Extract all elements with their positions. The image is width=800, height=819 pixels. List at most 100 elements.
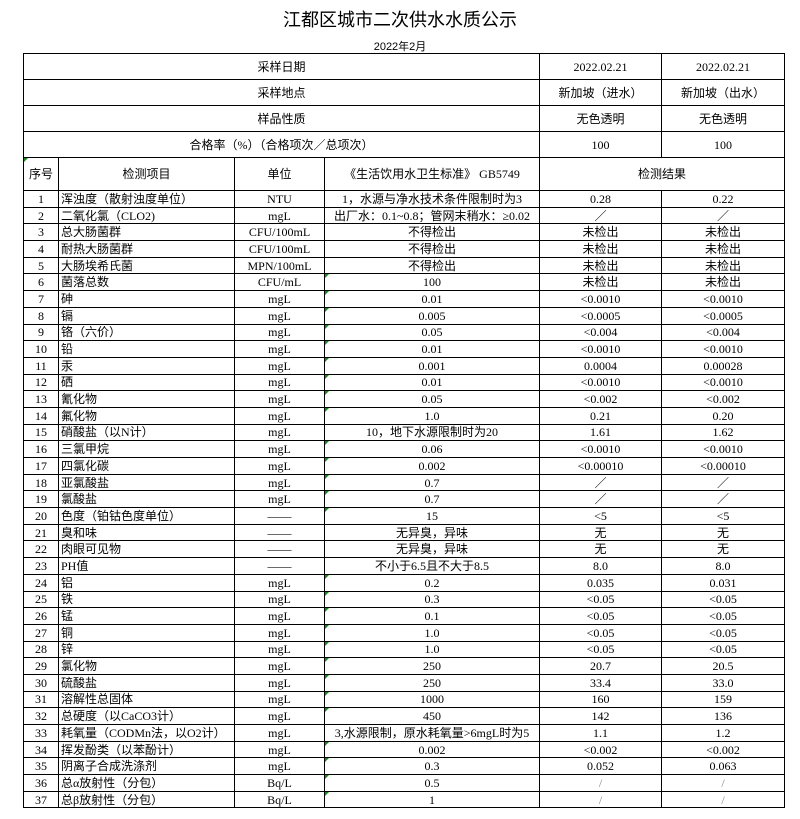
standard-cell: 0.2 (323, 573, 541, 592)
standard-cell: 0.01 (323, 373, 541, 392)
table-row: 37 总β放射性（分包） Bq/L 1// (23, 790, 786, 809)
seq-cell: 33 (23, 724, 59, 742)
table-row: 33 耗氧量（CODMn法，以O2计） mgL 3,水源限制，原水耗氧量>6mgL时为… (23, 724, 786, 742)
seq-cell: 22 (23, 540, 59, 559)
standard-cell: 0.7 (323, 490, 541, 509)
result-outlet-cell: ／ (661, 206, 786, 225)
result-inlet-cell: <0.0010 (539, 290, 663, 308)
table-row: 5 大肠埃希氏菌 MPN/100mL 不得检出 未检出 未检出 (23, 256, 786, 275)
unit-cell: MPN/100mL (234, 256, 325, 275)
result-outlet-cell: <0.0010 (661, 290, 786, 308)
seq-cell: 26 (23, 607, 59, 625)
unit-cell: mgL (234, 690, 325, 709)
item-cell: 锌 (58, 640, 235, 659)
table-row: 10 铅 mgL 0.01 <0.0010 <0.0010 (23, 340, 786, 358)
table-row: 2 二氧化氯（CLO2) mgL 出厂水：0.1~0.8；管网末稍水：≥0.02 ／／ (23, 206, 786, 225)
standard-cell: 250 (323, 673, 541, 692)
result-inlet-cell: 未检出 (539, 256, 663, 275)
seq-cell: 2 (23, 206, 59, 225)
seq-cell: 14 (23, 406, 59, 425)
seq-cell: 25 (23, 590, 59, 609)
seq-cell: 35 (23, 757, 59, 776)
unit-cell: NTU (234, 190, 325, 208)
standard-cell: 250 (323, 657, 541, 675)
result-outlet-cell: ／ (661, 490, 786, 509)
result-inlet-cell: <0.002 (539, 390, 663, 408)
item-cell: 总硬度（以CaCO3计） (58, 707, 235, 725)
seq-cell: 17 (23, 457, 59, 475)
result-outlet-cell: <0.002 (661, 390, 786, 408)
item-cell: 二氧化氯（CLO2) (58, 206, 235, 225)
result-outlet-cell: <0.05 (661, 640, 786, 659)
table-row: 36 总α放射性（分包） Bq/L 0.5// (23, 774, 786, 792)
result-outlet-cell: 8.0 (661, 557, 786, 575)
meta-label: 样品性质 (22, 105, 541, 132)
standard-cell: 0.01 (323, 340, 541, 358)
item-cell: 氟化物 (58, 406, 235, 425)
item-cell: 浑浊度（散射浊度单位） (58, 190, 235, 208)
item-cell: 铬（六价） (58, 323, 235, 342)
result-outlet-cell: / (661, 790, 786, 809)
result-outlet-cell: <0.05 (661, 590, 786, 609)
meta-label: 合格率（%）（合格项次／总项次） (22, 131, 541, 158)
column-header-row: 序号 检测项目 单位 《生活饮用水卫生标准》 GB5749 检测结果 (23, 157, 786, 191)
standard-cell: 3,水源限制，原水耗氧量>6mgL时为5 (323, 724, 541, 742)
item-cell: 铜 (58, 623, 235, 642)
table-row: 18 亚氯酸盐 mgL 0.7 ／／ (23, 473, 786, 492)
unit-cell: mgL (234, 607, 325, 625)
item-cell: 铁 (58, 590, 235, 609)
result-outlet-cell: <0.00010 (661, 457, 786, 475)
standard-cell: 15 (323, 507, 541, 525)
result-outlet-cell: 0.031 (661, 573, 786, 592)
result-inlet-cell: 无 (539, 523, 663, 542)
result-outlet-cell: 1.2 (661, 724, 786, 742)
result-inlet-cell: ／ (539, 206, 663, 225)
result-inlet-cell: 无 (539, 540, 663, 559)
result-inlet-cell: 0.052 (539, 757, 663, 776)
report-month: 2022年2月 (373, 41, 427, 53)
seq-cell: 30 (23, 673, 59, 692)
result-inlet-cell: 142 (539, 707, 663, 725)
unit-cell: —— (234, 540, 325, 559)
item-cell: 耗氧量（CODMn法，以O2计） (58, 724, 235, 742)
result-inlet-cell: <0.0010 (539, 440, 663, 458)
meta-row-pass-rate: 合格率（%）（合格项次／总项次） 100 100 (22, 131, 786, 158)
unit-cell: CFU/mL (234, 273, 325, 292)
item-cell: 总α放射性（分包） (58, 774, 235, 792)
result-inlet-cell: <0.0010 (539, 373, 663, 392)
seq-cell: 15 (23, 423, 59, 442)
result-outlet-cell: <0.002 (661, 740, 786, 759)
table-row: 20 色度（铂钴色度单位） —— 15 <5 <5 (23, 507, 786, 525)
result-outlet-cell: <0.0010 (661, 440, 786, 458)
unit-cell: mgL (234, 457, 325, 475)
result-inlet-cell: 0.28 (539, 190, 663, 208)
item-cell: 铅 (58, 340, 235, 358)
header-standard: 《生活饮用水卫生标准》 GB5749 (323, 157, 541, 191)
meta-value: 新加坡（出水） (661, 79, 786, 106)
result-inlet-cell: 20.7 (539, 657, 663, 675)
unit-cell: mgL (234, 490, 325, 509)
table-row: 13 氰化物 mgL 0.05 <0.002 <0.002 (23, 390, 786, 408)
item-cell: 镉 (58, 306, 235, 325)
unit-cell: CFU/100mL (234, 240, 325, 258)
result-inlet-cell: <0.002 (539, 740, 663, 759)
meta-label: 采样日期 (22, 53, 541, 80)
standard-cell: 0.05 (323, 323, 541, 342)
unit-cell: mgL (234, 390, 325, 408)
result-outlet-cell: 无 (661, 523, 786, 542)
result-outlet-cell: 0.00028 (661, 356, 786, 375)
item-cell: 臭和味 (58, 523, 235, 542)
standard-cell: 无异臭，异味 (323, 540, 541, 559)
unit-cell: mgL (234, 724, 325, 742)
table-row: 31 溶解性总固体 mgL 1000 160 159 (23, 690, 786, 709)
unit-cell: mgL (234, 440, 325, 458)
standard-cell: 0.06 (323, 440, 541, 458)
result-outlet-cell: 136 (661, 707, 786, 725)
standard-cell: 0.01 (323, 290, 541, 308)
meta-label: 采样地点 (22, 79, 541, 106)
item-cell: 总大肠菌群 (58, 223, 235, 242)
seq-cell: 37 (23, 790, 59, 809)
table-row: 35 阴离子合成洗涤剂 mgL 0.3 0.052 0.063 (23, 757, 786, 776)
result-outlet-cell: 1.62 (661, 423, 786, 442)
seq-cell: 23 (23, 557, 59, 575)
